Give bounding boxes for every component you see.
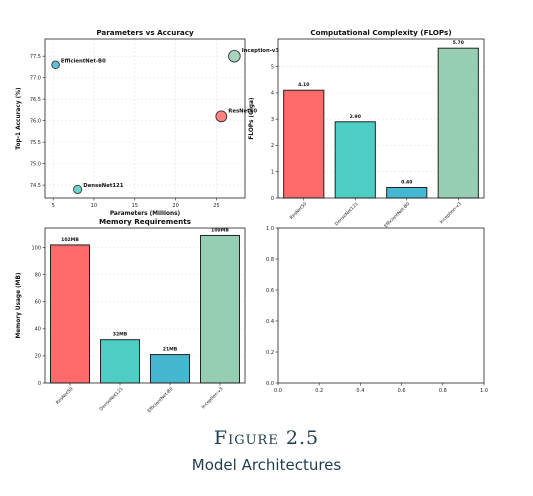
bar: [100, 339, 140, 384]
x-tick-label: Inception-v3: [200, 386, 224, 410]
y-tick-label: 20: [35, 354, 41, 360]
x-tick-label: ResNet50: [289, 201, 309, 221]
point-label: ResNet50: [228, 108, 257, 114]
point-label: EfficientNet-B0: [61, 58, 106, 64]
bar-value-label: 5.70: [453, 40, 464, 46]
y-tick-label: 0.6: [266, 288, 274, 294]
x-tick-label: DenseNet121: [334, 201, 360, 227]
x-axis-label-0: Parameters (Millions): [110, 211, 181, 217]
x-tick-label: 25: [213, 203, 219, 209]
y-axis-label-2: Memory Usage (MB): [16, 272, 22, 338]
bar: [334, 121, 376, 199]
plot-frame-0: [44, 38, 246, 199]
x-tick-label: 0.6: [398, 388, 406, 394]
y-tick-label: 77.5: [30, 54, 41, 60]
x-tick-label: 1.0: [480, 388, 488, 394]
bar-value-label: 21MB: [163, 347, 178, 353]
y-tick-label: 0: [38, 381, 41, 387]
figure-number: Figure 2.5: [213, 427, 320, 449]
scatter-point: [73, 184, 83, 194]
bar-value-label: 0.40: [401, 179, 412, 185]
bar: [200, 234, 240, 384]
x-tick-label: 0.0: [274, 388, 282, 394]
bar: [437, 47, 479, 199]
x-tick-label: DenseNet121: [98, 386, 124, 412]
figure-title: Model Architectures: [191, 456, 342, 474]
scatter-point: [215, 110, 228, 123]
y-tick-label: 5: [271, 64, 274, 70]
chart-title-2: Memory Requirements: [99, 217, 191, 226]
y-tick-label: 75.5: [30, 140, 41, 146]
x-tick-label: 0.2: [315, 388, 323, 394]
bar-value-label: 2.90: [350, 114, 361, 120]
plot-frame-1: [277, 38, 485, 199]
x-tick-label: 5: [52, 203, 55, 209]
bar-value-label: 109MB: [211, 227, 229, 233]
point-label: DenseNet121: [83, 183, 123, 189]
figure-canvas: 5 10 15 20 2574.575.075.576.076.577.077.5Res…: [16, 28, 488, 414]
bar: [150, 354, 190, 384]
bar: [50, 244, 90, 384]
x-tick-label: EfficientNet-B0: [383, 201, 411, 229]
plot-frame-2: [44, 227, 246, 384]
plot-frame-3: [277, 227, 485, 384]
y-tick-label: 0.0: [266, 381, 274, 387]
bar: [283, 89, 325, 199]
bar-value-label: 102MB: [61, 237, 79, 243]
y-tick-label: 100: [31, 245, 41, 251]
y-tick-label: 0.2: [266, 350, 274, 356]
y-tick-label: 4: [271, 91, 274, 97]
bar-value-label: 4.10: [298, 82, 309, 88]
y-tick-label: 0: [271, 196, 274, 202]
y-axis-label-1: FLOPs (Giga): [249, 97, 255, 139]
y-axis-label-0: Top-1 Accuracy (%): [16, 87, 22, 150]
y-tick-label: 74.5: [30, 183, 41, 189]
chart-title-0: Parameters vs Accuracy: [96, 28, 194, 37]
scatter-point: [51, 60, 60, 70]
bar: [386, 186, 428, 199]
y-tick-label: 3: [271, 117, 274, 123]
x-tick-label: ResNet50: [55, 386, 75, 406]
y-tick-label: 75.0: [30, 161, 41, 167]
y-tick-label: 77.0: [30, 75, 41, 81]
x-tick-label: Inception-v3: [439, 201, 463, 225]
y-tick-label: 76.5: [30, 97, 41, 103]
point-label: Inception-v3: [242, 48, 280, 54]
y-tick-label: 80: [35, 273, 41, 279]
y-tick-label: 2: [271, 143, 274, 149]
y-tick-label: 60: [35, 300, 41, 306]
x-tick-label: 10: [91, 203, 97, 209]
y-tick-label: 40: [35, 327, 41, 333]
chart-title-1: Computational Complexity (FLOPs): [310, 28, 451, 37]
bar-value-label: 32MB: [113, 332, 128, 338]
x-tick-label: EfficientNet-B0: [146, 386, 174, 414]
x-tick-label: 20: [172, 203, 178, 209]
y-tick-label: 1.0: [266, 226, 274, 232]
y-tick-label: 1: [271, 170, 274, 176]
y-tick-label: 0.8: [266, 257, 274, 263]
y-tick-label: 0.4: [266, 319, 274, 325]
x-tick-label: 0.8: [439, 388, 447, 394]
scatter-point: [228, 49, 241, 63]
y-tick-label: 76.0: [30, 118, 41, 124]
x-tick-label: 0.4: [356, 388, 364, 394]
x-tick-label: 15: [132, 203, 138, 209]
